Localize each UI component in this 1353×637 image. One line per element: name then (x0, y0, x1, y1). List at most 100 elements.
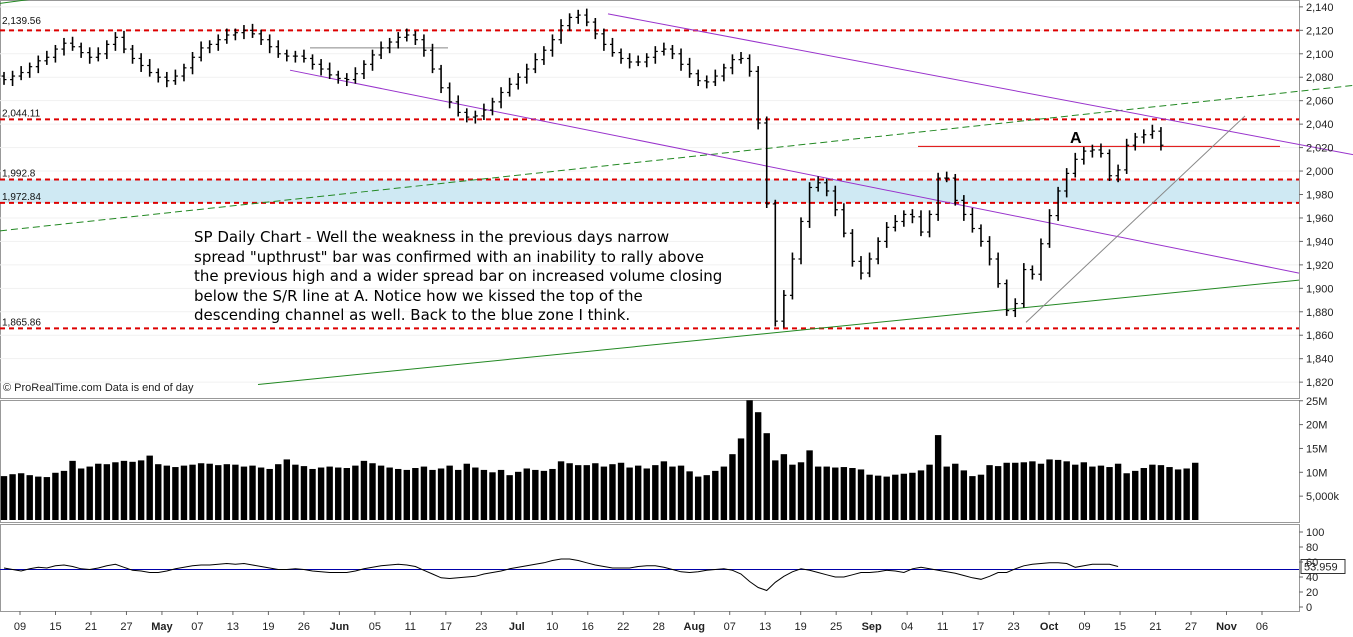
volume-bar (549, 468, 556, 520)
volume-bar (240, 466, 248, 520)
price-bar (481, 103, 487, 121)
x-tick-label: 19 (262, 621, 274, 633)
price-bar (455, 95, 461, 117)
oscillator-panel: 53.959 (0, 558, 1346, 592)
price-bar (224, 28, 230, 44)
volume-bar (617, 462, 625, 520)
x-tick-label: 16 (582, 621, 594, 633)
volume-bar (112, 462, 119, 520)
volume-bar (463, 463, 470, 520)
price-bar (95, 47, 101, 62)
price-bar (815, 176, 821, 192)
price-bar (1124, 138, 1130, 174)
price-bar (892, 215, 898, 232)
price-bar (858, 256, 864, 280)
price-bar (969, 207, 975, 233)
price-bar (284, 49, 290, 62)
volume-bar (1123, 473, 1130, 520)
volume-bar (694, 476, 702, 520)
price-bar (207, 40, 213, 54)
volume-bar (926, 464, 933, 520)
volume-bar (849, 468, 856, 520)
x-tick-label: Oct (1040, 621, 1059, 633)
volume-bar (395, 468, 402, 520)
volume-bar (969, 476, 976, 520)
volume-bar (832, 467, 839, 520)
price-bar (524, 63, 530, 84)
sr-level-label: 1,992.8 (2, 168, 36, 179)
price-bar (618, 48, 624, 64)
oscillator-tick-label: 100 (1306, 527, 1324, 539)
volume-bar (857, 469, 865, 520)
volume-bar (497, 469, 505, 520)
volume-bar (506, 475, 513, 520)
price-bar (61, 37, 67, 56)
top-level-label: 2,139.56 (2, 16, 41, 27)
x-tick-label: Jul (509, 621, 525, 633)
volume-tick-label: 15M (1306, 443, 1327, 455)
price-bar (267, 34, 273, 54)
volume-bar (137, 460, 145, 520)
price-bar (1158, 127, 1164, 151)
price-bar (87, 47, 93, 64)
price-bar (541, 46, 547, 65)
volume-bar (986, 465, 993, 520)
volume-bar (1080, 462, 1088, 520)
oscillator-tick-label: 40 (1306, 572, 1318, 584)
volume-bar (1192, 462, 1199, 520)
x-tick-label: 28 (653, 621, 665, 633)
volume-bar (429, 469, 436, 520)
price-bar (798, 217, 804, 265)
price-bar (772, 199, 778, 327)
price-tick-label: 1,840 (1306, 354, 1334, 366)
sr-level-label: 2,044.11 (2, 108, 41, 119)
price-bar (215, 34, 221, 51)
volume-tick-label: 5,000k (1306, 491, 1340, 503)
price-bar (944, 171, 950, 183)
price-bar (1047, 209, 1053, 248)
volume-bar (95, 463, 102, 520)
green-top-corner (0, 0, 30, 4)
volume-bar (480, 469, 488, 520)
x-tick-label: 11 (405, 621, 416, 633)
price-bar (1141, 129, 1147, 144)
volume-bar (232, 464, 239, 520)
volume-bar (335, 467, 342, 520)
price-bar (138, 53, 144, 72)
oscillator-value-box (1300, 559, 1346, 574)
price-bar (489, 97, 495, 116)
price-bar (867, 252, 873, 278)
price-bar (909, 209, 915, 224)
volume-bar (660, 461, 668, 520)
price-bar (687, 57, 693, 78)
volume-bar (386, 467, 393, 520)
price-bar (901, 210, 907, 227)
price-tick-label: 1,880 (1306, 307, 1334, 319)
volume-bar (1157, 465, 1165, 520)
volume-bar (686, 471, 693, 520)
price-bar (352, 67, 358, 84)
price-bar (987, 236, 993, 266)
volume-bar (515, 471, 522, 520)
volume-bar (86, 466, 93, 520)
volume-bar (317, 467, 325, 520)
volume-bar (309, 468, 316, 520)
volume-bar (163, 465, 171, 520)
volume-bar (952, 463, 959, 520)
volume-bar (883, 476, 890, 520)
price-tick-label: 2,000 (1306, 166, 1334, 178)
volume-tick-label: 25M (1306, 396, 1327, 408)
price-bar (961, 195, 967, 221)
price-bar (1098, 143, 1104, 158)
volume-bar (780, 454, 788, 520)
price-bar (824, 178, 830, 197)
price-bar (1012, 298, 1018, 318)
price-bar (1029, 265, 1035, 280)
price-bar (464, 108, 470, 123)
price-bar (198, 41, 204, 62)
volume-bar (103, 464, 111, 520)
price-bar (678, 48, 684, 71)
price-bar (310, 54, 316, 70)
volume-bar (326, 466, 333, 520)
volume-bar (540, 470, 548, 520)
